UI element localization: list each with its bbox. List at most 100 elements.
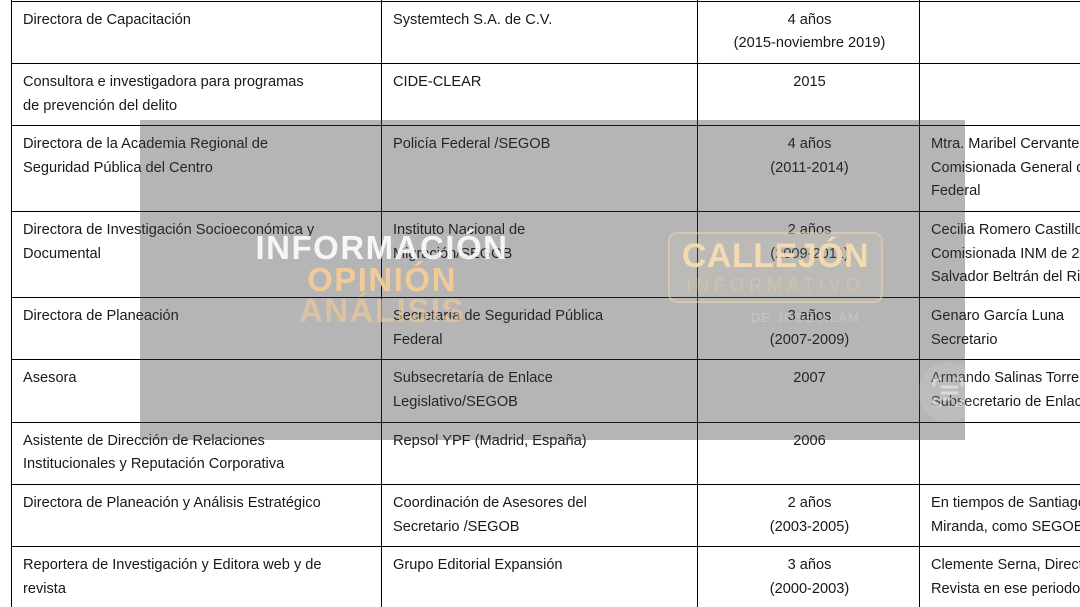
cell-periodo: 3 años (2000-2003) bbox=[697, 546, 920, 607]
periodo-line: 3 años bbox=[787, 308, 832, 325]
cell-puesto: Consultora e investigadora para programa… bbox=[11, 62, 382, 127]
periodo-line: (2000-2003) bbox=[769, 580, 850, 597]
table-row: Directora de Investigación Socioeconómic… bbox=[11, 211, 1080, 299]
cell-puesto: Directora de Planeación y Análisis Estra… bbox=[11, 483, 382, 548]
table-row: Asesora Subsecretaría de Enlace Legislat… bbox=[11, 359, 1080, 423]
periodo-line: 3 años bbox=[787, 557, 832, 574]
cell-periodo: 3 años (2007-2009) bbox=[697, 297, 920, 361]
cell-institucion: Repsol YPF (Madrid, España) bbox=[381, 421, 698, 485]
periodo-line: 4 años bbox=[787, 11, 832, 28]
cell-puesto: Directora de Capacitación bbox=[11, 0, 382, 64]
jefe-line: Clemente Serna, Director de la bbox=[931, 557, 1080, 574]
table-row: Consultora e investigadora para programa… bbox=[11, 62, 1080, 127]
table-row: Directora de Planeación Secretaría de Se… bbox=[11, 297, 1080, 361]
jefe-line: Cecilia Romero Castillo bbox=[931, 222, 1080, 239]
cell-jefe: En tiempos de Santiago Creel Miranda, co… bbox=[919, 483, 1080, 548]
jefe-line: Secretario bbox=[931, 331, 998, 348]
puesto-line: Asistente de Dirección de Relaciones bbox=[23, 432, 265, 449]
cell-periodo: 2 años (2009-2011) bbox=[697, 211, 920, 299]
periodo-line: (2009-2011) bbox=[770, 245, 849, 262]
cell-jefe: Armando Salinas Torre Subsecretario de E… bbox=[919, 359, 1080, 423]
periodo-line: (2007-2009) bbox=[769, 331, 850, 348]
cell-periodo: 2 años (2003-2005) bbox=[697, 483, 920, 548]
jefe-line: En tiempos de Santiago Creel bbox=[931, 494, 1080, 511]
institucion-line: CIDE-CLEAR bbox=[393, 73, 482, 90]
periodo-line: (2003-2005) bbox=[769, 518, 850, 535]
cell-institucion: Instituto Nacional de Migración/SEGOB bbox=[381, 211, 698, 299]
institucion-line: Repsol YPF (Madrid, España) bbox=[393, 432, 587, 449]
table-row: Directora de Planeación y Análisis Estra… bbox=[11, 483, 1080, 548]
institucion-line: Subsecretaría de Enlace bbox=[393, 370, 553, 387]
cell-jefe: Genaro García Luna Secretario bbox=[919, 297, 1080, 361]
cell-institucion: Secretaría de Seguridad Pública Federal bbox=[381, 297, 698, 361]
cell-puesto: Asistente de Dirección de Relaciones Ins… bbox=[11, 421, 382, 485]
periodo-line: (2015-noviembre 2019) bbox=[733, 35, 886, 52]
institucion-line: Policía Federal /SEGOB bbox=[393, 136, 551, 153]
jefe-line: Comisionada General de la Policía bbox=[931, 159, 1080, 176]
cell-institucion: Grupo Editorial Expansión bbox=[381, 546, 698, 607]
periodo-line: 4 años bbox=[787, 136, 832, 153]
cell-periodo: 2006 bbox=[697, 421, 920, 485]
periodo-line: 2 años bbox=[787, 222, 832, 239]
table-row: Directora de Capacitación Systemtech S.A… bbox=[11, 0, 1080, 64]
cell-jefe bbox=[919, 62, 1080, 127]
cell-institucion: Policía Federal /SEGOB bbox=[381, 125, 698, 213]
periodo-line: 2006 bbox=[793, 432, 826, 449]
cell-institucion: CIDE-CLEAR bbox=[381, 62, 698, 127]
cell-institucion: Systemtech S.A. de C.V. bbox=[381, 0, 698, 64]
puesto-line: Directora de Planeación y Análisis Estra… bbox=[23, 494, 321, 511]
puesto-line: de prevención del delito bbox=[23, 97, 178, 114]
puesto-line: Institucionales y Reputación Corporativa bbox=[23, 456, 285, 473]
puesto-line: Directora de Planeación bbox=[23, 308, 179, 325]
periodo-line: (2011-2014) bbox=[770, 159, 849, 176]
puesto-line: Reportera de Investigación y Editora web… bbox=[23, 557, 322, 574]
table-row: Asistente de Dirección de Relaciones Ins… bbox=[11, 421, 1080, 485]
table-body: (2019-noviembre 2021) Directora de Capac… bbox=[11, 0, 1080, 607]
puesto-line: Directora de Investigación Socioeconómic… bbox=[23, 222, 315, 239]
cell-jefe bbox=[919, 0, 1080, 64]
institucion-line: Coordinación de Asesores del bbox=[393, 494, 587, 511]
institucion-line: Migración/SEGOB bbox=[393, 245, 513, 262]
puesto-line: Directora de la Academia Regional de bbox=[23, 136, 268, 153]
jefe-line: Revista en ese periodo bbox=[931, 580, 1080, 597]
periodo-line: 2007 bbox=[793, 370, 826, 387]
institucion-line: Secretario /SEGOB bbox=[393, 518, 520, 535]
cell-jefe bbox=[919, 421, 1080, 485]
institucion-line: Instituto Nacional de bbox=[393, 222, 526, 239]
periodo-line: 2 años bbox=[787, 494, 832, 511]
jefe-line: Mtra. Maribel Cervantes Guerrero bbox=[931, 136, 1080, 153]
table-row: Directora de la Academia Regional de Seg… bbox=[11, 125, 1080, 213]
puesto-line: revista bbox=[23, 580, 66, 597]
table-row: Reportera de Investigación y Editora web… bbox=[11, 546, 1080, 607]
jefe-line: Comisionada INM de 2006-2010 bbox=[931, 245, 1080, 262]
jefe-line: Genaro García Luna bbox=[931, 308, 1065, 325]
cell-periodo: 2007 bbox=[697, 359, 920, 423]
puesto-line: Asesora bbox=[23, 370, 77, 387]
cell-institucion: Coordinación de Asesores del Secretario … bbox=[381, 483, 698, 548]
cell-puesto: Asesora bbox=[11, 359, 382, 423]
cell-periodo: 2015 bbox=[697, 62, 920, 127]
institucion-line: Federal bbox=[393, 331, 443, 348]
jefe-line: Subsecretario de Enlace Legislativo bbox=[931, 393, 1080, 410]
cell-periodo: 4 años (2015-noviembre 2019) bbox=[697, 0, 920, 64]
puesto-line: Documental bbox=[23, 245, 101, 262]
jefe-line: Miranda, como SEGOB bbox=[931, 518, 1080, 535]
cell-jefe: Clemente Serna, Director de la Revista e… bbox=[919, 546, 1080, 607]
cell-puesto: Directora de Planeación bbox=[11, 297, 382, 361]
periodo-line: 2015 bbox=[793, 73, 826, 90]
institucion-line: Secretaría de Seguridad Pública bbox=[393, 308, 604, 325]
puesto-line: Consultora e investigadora para programa… bbox=[23, 73, 304, 90]
cell-puesto: Reportera de Investigación y Editora web… bbox=[11, 546, 382, 607]
jefe-line: Armando Salinas Torre bbox=[931, 370, 1080, 387]
jefe-line: Federal bbox=[931, 183, 981, 200]
curriculum-experience-table: (2019-noviembre 2021) Directora de Capac… bbox=[11, 0, 1080, 607]
cell-jefe: Mtra. Maribel Cervantes Guerrero Comisio… bbox=[919, 125, 1080, 213]
cell-puesto: Directora de la Academia Regional de Seg… bbox=[11, 125, 382, 213]
puesto-line: Directora de Capacitación bbox=[23, 11, 191, 28]
puesto-line: Seguridad Pública del Centro bbox=[23, 159, 213, 176]
jefe-line: Salvador Beltrán del Rio 2010-2012 bbox=[931, 269, 1080, 286]
institucion-line: Systemtech S.A. de C.V. bbox=[393, 11, 553, 28]
cell-puesto: Directora de Investigación Socioeconómic… bbox=[11, 211, 382, 299]
institucion-line: Legislativo/SEGOB bbox=[393, 393, 518, 410]
